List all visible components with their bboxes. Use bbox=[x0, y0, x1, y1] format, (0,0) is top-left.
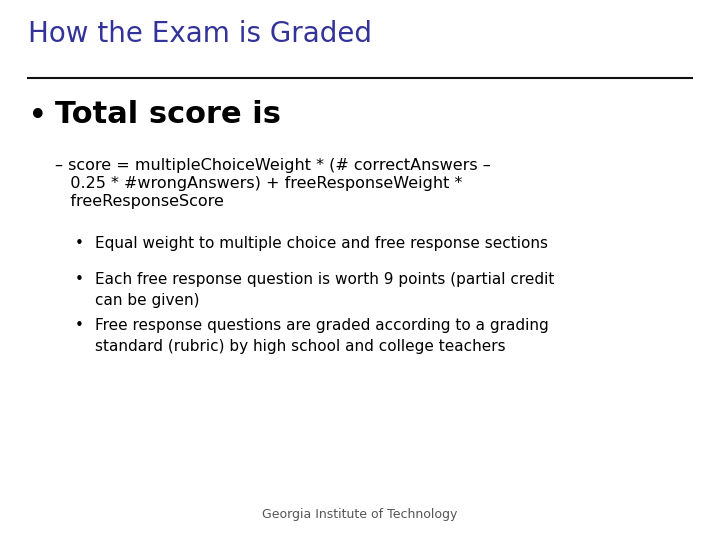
Text: Equal weight to multiple choice and free response sections: Equal weight to multiple choice and free… bbox=[95, 236, 548, 251]
Text: Each free response question is worth 9 points (partial credit
can be given): Each free response question is worth 9 p… bbox=[95, 272, 554, 308]
Text: •: • bbox=[75, 318, 84, 333]
Text: Free response questions are graded according to a grading
standard (rubric) by h: Free response questions are graded accor… bbox=[95, 318, 549, 354]
Text: freeResponseScore: freeResponseScore bbox=[55, 194, 224, 209]
Text: Total score is: Total score is bbox=[55, 100, 281, 129]
Text: Georgia Institute of Technology: Georgia Institute of Technology bbox=[262, 508, 458, 521]
Text: – score = multipleChoiceWeight * (# correctAnswers –: – score = multipleChoiceWeight * (# corr… bbox=[55, 158, 491, 173]
Text: How the Exam is Graded: How the Exam is Graded bbox=[28, 20, 372, 48]
Text: •: • bbox=[75, 236, 84, 251]
Text: •: • bbox=[28, 100, 48, 133]
Text: •: • bbox=[75, 272, 84, 287]
Text: 0.25 * #wrongAnswers) + freeResponseWeight *: 0.25 * #wrongAnswers) + freeResponseWeig… bbox=[55, 176, 462, 191]
